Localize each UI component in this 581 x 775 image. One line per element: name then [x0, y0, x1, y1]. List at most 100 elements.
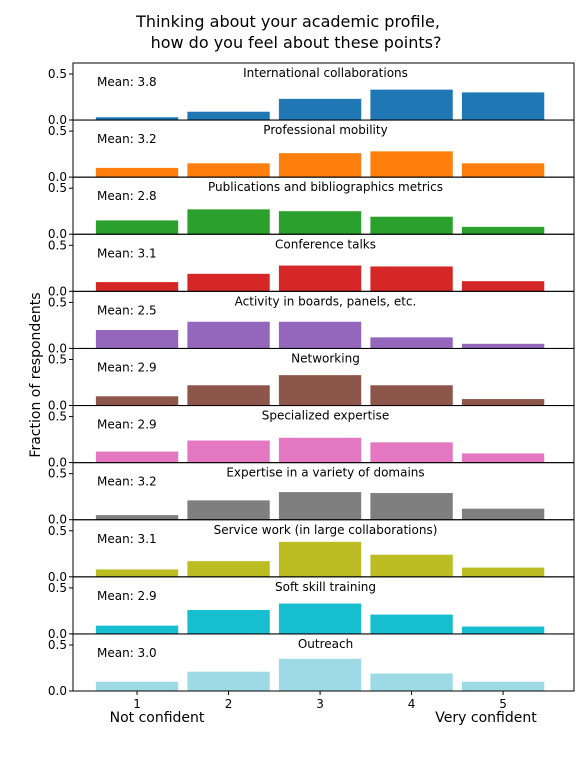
panel-title: International collaborations — [243, 66, 408, 80]
bar — [278, 98, 362, 120]
bar — [278, 492, 362, 520]
bar — [370, 673, 453, 691]
panels: International collaborations Mean: 3.8 0.0… — [48, 62, 575, 711]
bar — [461, 92, 545, 120]
bar — [461, 399, 545, 406]
panel: Professional mobility Mean: 3.2 0.0 0.5 — [48, 119, 575, 184]
panel-title: Soft skill training — [275, 580, 376, 594]
y-tick-label: 0.0 — [48, 513, 67, 527]
mean-label: Mean: 3.1 — [97, 532, 157, 546]
panel-title: Expertise in a variety of domains — [226, 466, 424, 480]
bar — [187, 671, 270, 691]
panel: Expertise in a variety of domains Mean: 3… — [48, 462, 575, 527]
bar — [278, 658, 362, 691]
bar — [370, 151, 453, 178]
panel-title: Conference talks — [275, 237, 376, 251]
bar — [187, 385, 270, 406]
bar — [95, 451, 179, 463]
y-tick-label: 0.5 — [48, 67, 67, 81]
bar — [95, 220, 179, 235]
y-tick-label: 0.5 — [48, 124, 67, 138]
bar — [187, 500, 270, 520]
bar — [187, 273, 270, 292]
panel-title: Specialized expertise — [262, 409, 390, 423]
bar — [95, 282, 179, 292]
bar — [370, 337, 453, 349]
bar — [370, 493, 453, 520]
y-tick-label: 0.5 — [48, 181, 67, 195]
panel-frame — [72, 633, 575, 692]
bar — [187, 111, 270, 120]
bar — [187, 609, 270, 634]
x-tick-label: 1 — [133, 697, 141, 711]
bar — [187, 321, 270, 349]
bar — [278, 541, 362, 577]
chart-title-line-2: how do you feel about these points? — [151, 33, 442, 52]
bar — [95, 396, 179, 406]
bar — [461, 453, 545, 463]
y-tick-label: 0.5 — [48, 353, 67, 367]
panel-title: Networking — [291, 352, 360, 366]
bar — [187, 561, 270, 577]
y-tick-label: 0.0 — [48, 399, 67, 413]
y-tick-label: 0.0 — [48, 170, 67, 184]
mean-label: Mean: 2.9 — [97, 589, 157, 603]
mean-label: Mean: 3.8 — [97, 75, 157, 89]
y-tick-label: 0.0 — [48, 456, 67, 470]
mean-label: Mean: 3.2 — [97, 475, 157, 489]
panel-title: Outreach — [298, 637, 353, 651]
mean-label: Mean: 2.8 — [97, 189, 157, 203]
bar — [278, 211, 362, 235]
bar — [95, 625, 179, 634]
panel: Activity in boards, panels, etc. Mean: 2.… — [48, 290, 575, 355]
bar — [461, 281, 545, 292]
bar — [95, 515, 179, 520]
mean-label: Mean: 2.9 — [97, 361, 157, 375]
x-tick-label: 2 — [225, 697, 233, 711]
y-tick-label: 0.0 — [48, 341, 67, 355]
x-tick-label: 3 — [316, 697, 324, 711]
bar — [461, 226, 545, 235]
bar — [278, 603, 362, 634]
y-tick-label: 0.0 — [48, 113, 67, 127]
bar — [370, 89, 453, 120]
panel: International collaborations Mean: 3.8 0.0… — [48, 62, 575, 127]
mean-label: Mean: 3.2 — [97, 132, 157, 146]
panel-title: Activity in boards, panels, etc. — [235, 294, 417, 308]
y-tick-label: 0.0 — [48, 627, 67, 641]
bar — [370, 385, 453, 406]
y-axis-label: Fraction of respondents — [28, 292, 44, 457]
mean-label: Mean: 2.5 — [97, 303, 157, 317]
panel: Soft skill training Mean: 2.9 0.0 0.5 — [48, 576, 575, 641]
bar — [461, 681, 545, 691]
x-end-label-left: Not confident — [110, 710, 205, 726]
panel: Publications and bibliographics metrics M… — [48, 176, 575, 241]
bar — [95, 330, 179, 349]
mean-label: Mean: 2.9 — [97, 418, 157, 432]
x-tick-label: 5 — [499, 697, 507, 711]
bar — [278, 265, 362, 292]
panel-title: Publications and bibliographics metrics — [208, 180, 443, 194]
y-tick-label: 0.5 — [48, 238, 67, 252]
bar — [187, 440, 270, 463]
y-tick-label: 0.0 — [48, 570, 67, 584]
bar — [95, 569, 179, 577]
bar — [370, 266, 453, 292]
mean-label: Mean: 3.1 — [97, 246, 157, 260]
panel: Specialized expertise Mean: 2.9 0.0 0.5 — [48, 405, 575, 470]
y-tick-label: 0.5 — [48, 581, 67, 595]
bar — [461, 567, 545, 577]
bar — [370, 554, 453, 577]
bar — [278, 321, 362, 349]
panel: Service work (in large collaborations) Me… — [48, 519, 575, 584]
bar — [370, 614, 453, 634]
bar — [187, 163, 270, 178]
bar — [187, 209, 270, 235]
x-end-label-right: Very confident — [435, 710, 537, 726]
bar — [278, 437, 362, 463]
bar — [461, 508, 545, 520]
bar — [370, 216, 453, 235]
y-tick-label: 0.5 — [48, 295, 67, 309]
bar — [95, 117, 179, 120]
